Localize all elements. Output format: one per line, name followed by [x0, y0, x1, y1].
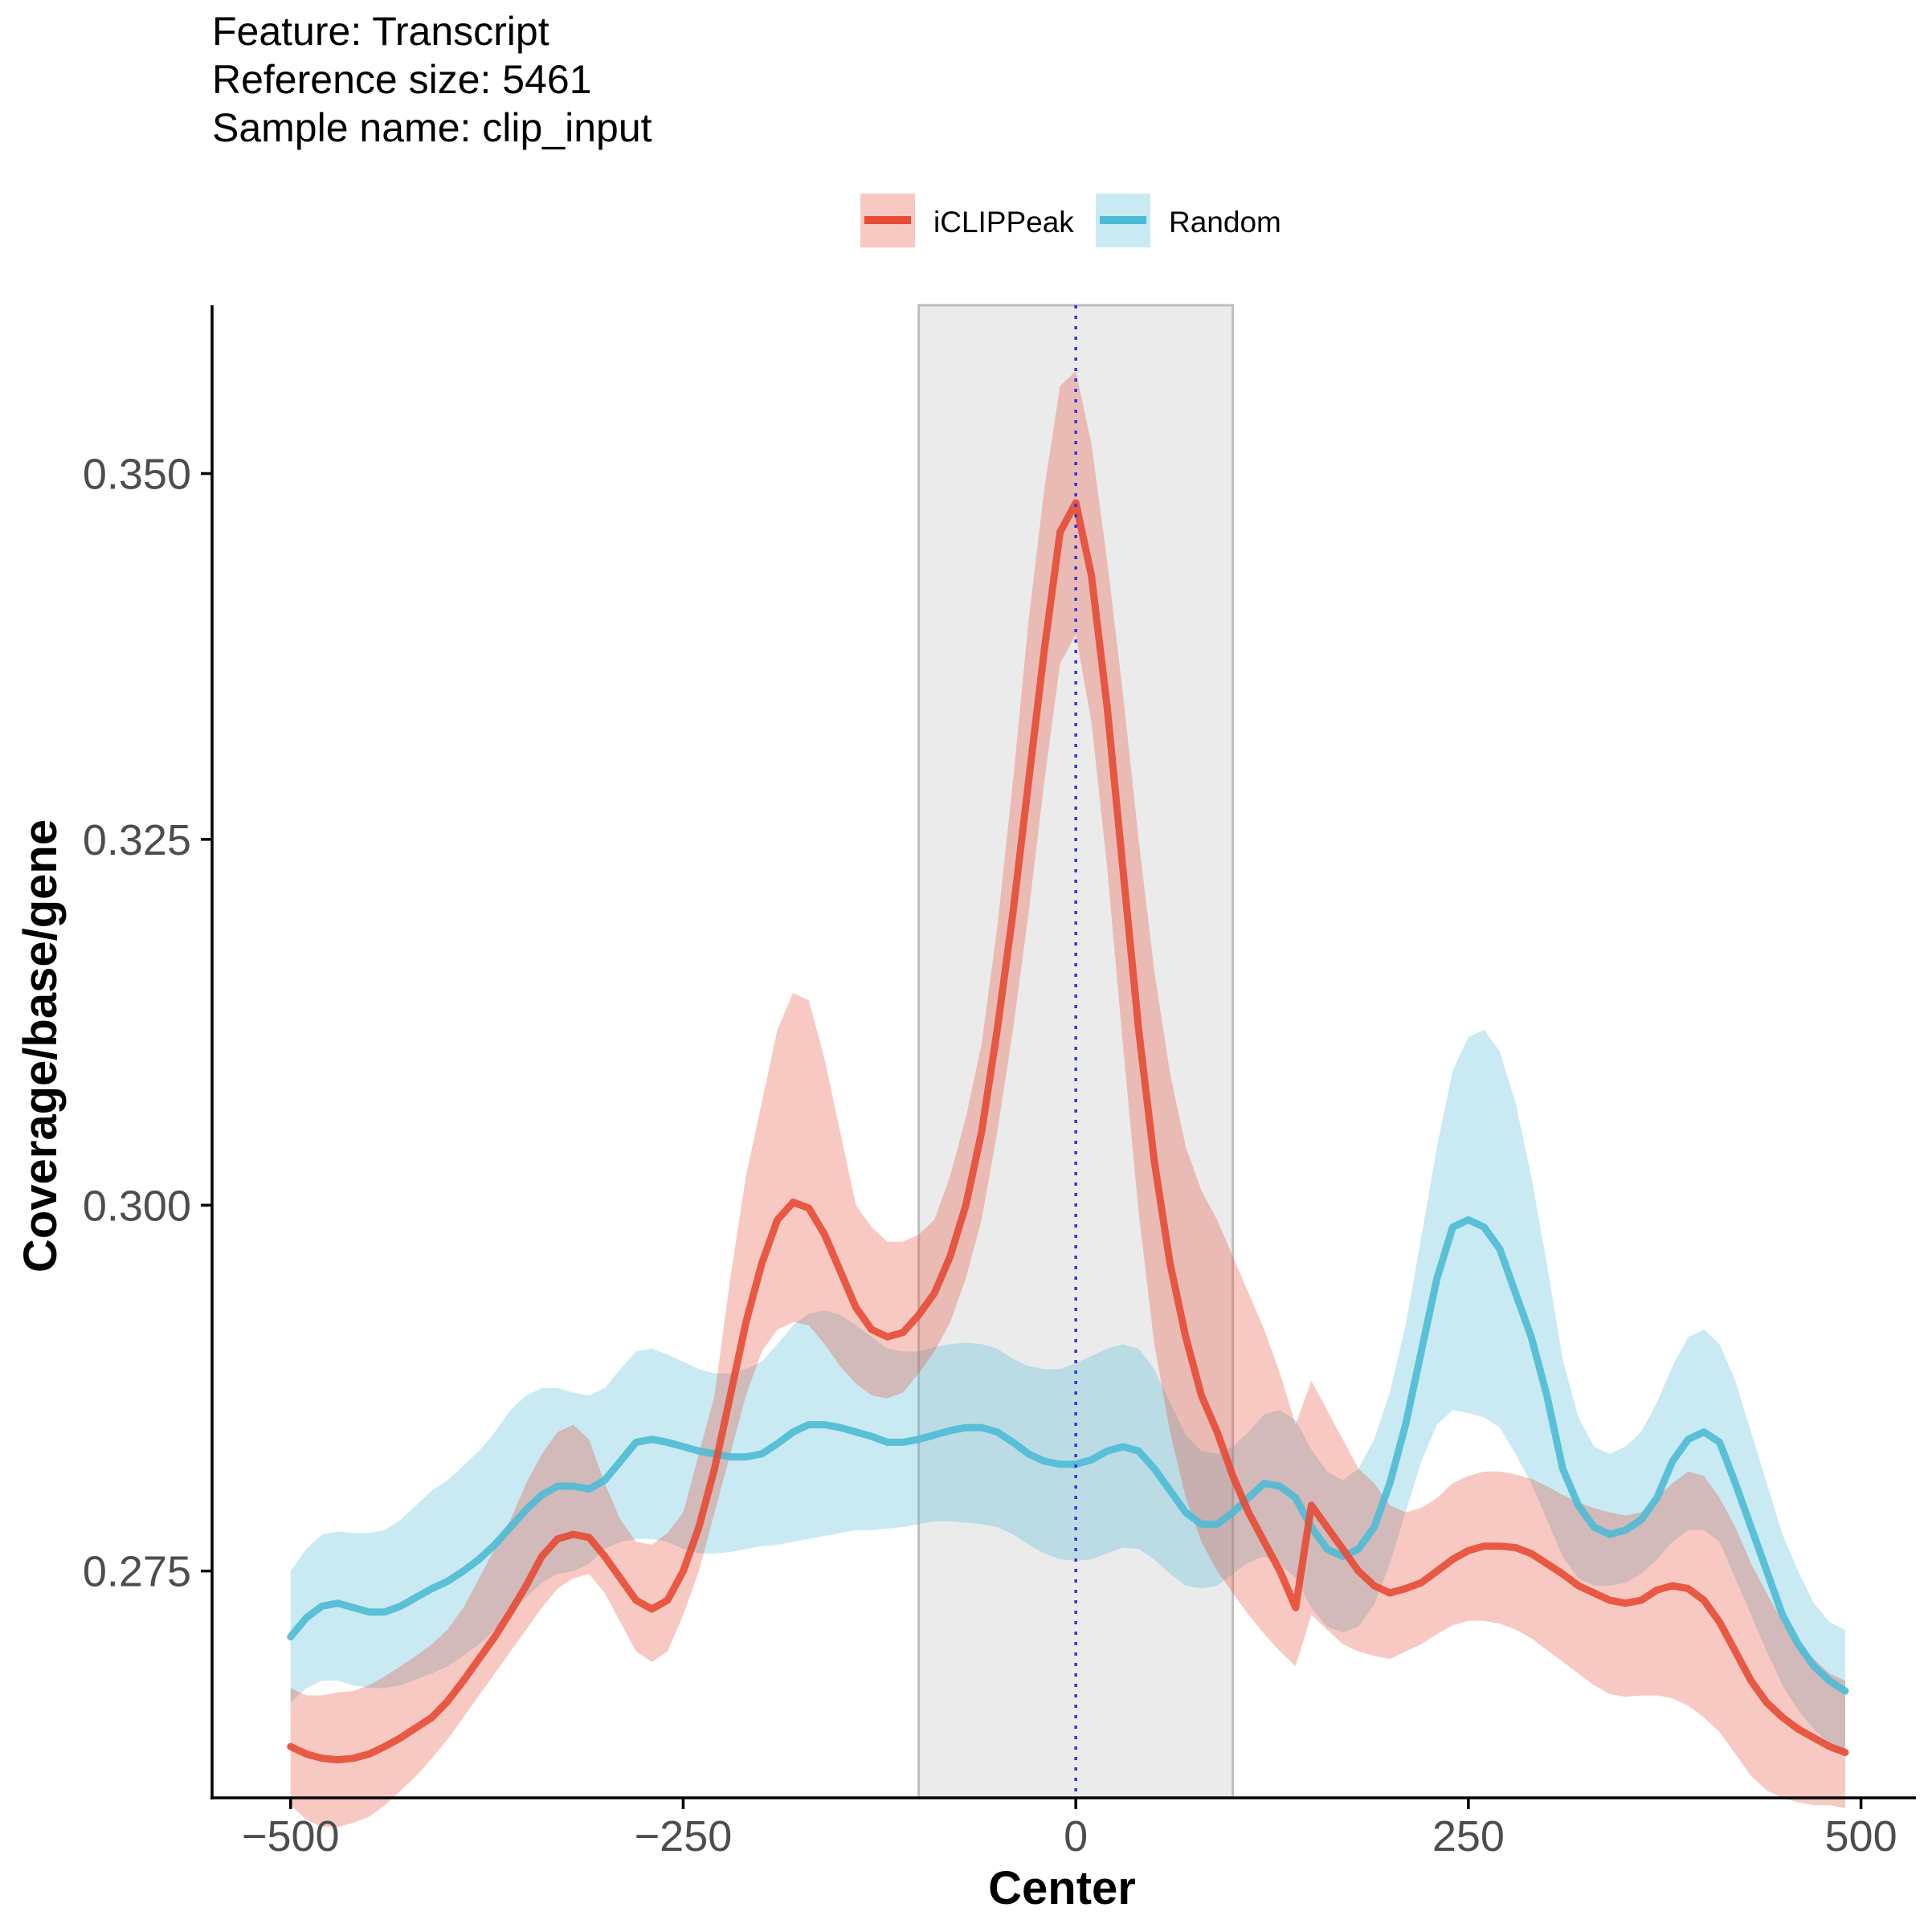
y-tick-label: 0.300: [83, 1182, 191, 1230]
band-random: [290, 1029, 1846, 1754]
x-axis-label: Center: [988, 1862, 1136, 1914]
band-iclippeak: [290, 371, 1846, 1828]
legend-item-iclippeak: iCLIPPeak: [860, 194, 1074, 247]
x-tick-label: −250: [635, 1812, 733, 1861]
series-lines: [287, 499, 1849, 1764]
chart-title-line-3: Sample name: clip_input: [212, 105, 652, 150]
y-tick-label: 0.275: [83, 1548, 191, 1596]
x-tick-label: 500: [1825, 1812, 1897, 1861]
line-random: [287, 1216, 1849, 1695]
confidence-bands: [290, 371, 1846, 1828]
x-tick-label: −500: [242, 1812, 340, 1861]
y-axis-ticks: 0.275 0.300 0.325 0.350: [83, 450, 212, 1596]
y-tick-label: 0.350: [83, 450, 191, 498]
y-tick-label: 0.325: [83, 816, 191, 864]
x-tick-label: 0: [1064, 1812, 1088, 1861]
chart-title-line-1: Feature: Transcript: [212, 9, 549, 54]
legend-label: Random: [1169, 206, 1281, 239]
x-tick-label: 250: [1432, 1812, 1505, 1861]
x-axis-ticks: −500 −250 0 250 500: [242, 1798, 1897, 1861]
line-iclippeak: [287, 499, 1849, 1764]
legend-label: iCLIPPeak: [933, 206, 1074, 239]
legend: iCLIPPeak Random: [860, 194, 1281, 247]
y-axis-label: Coverage/base/gene: [14, 819, 67, 1272]
legend-item-random: Random: [1096, 194, 1281, 247]
chart-title-line-2: Reference size: 5461: [212, 57, 592, 102]
